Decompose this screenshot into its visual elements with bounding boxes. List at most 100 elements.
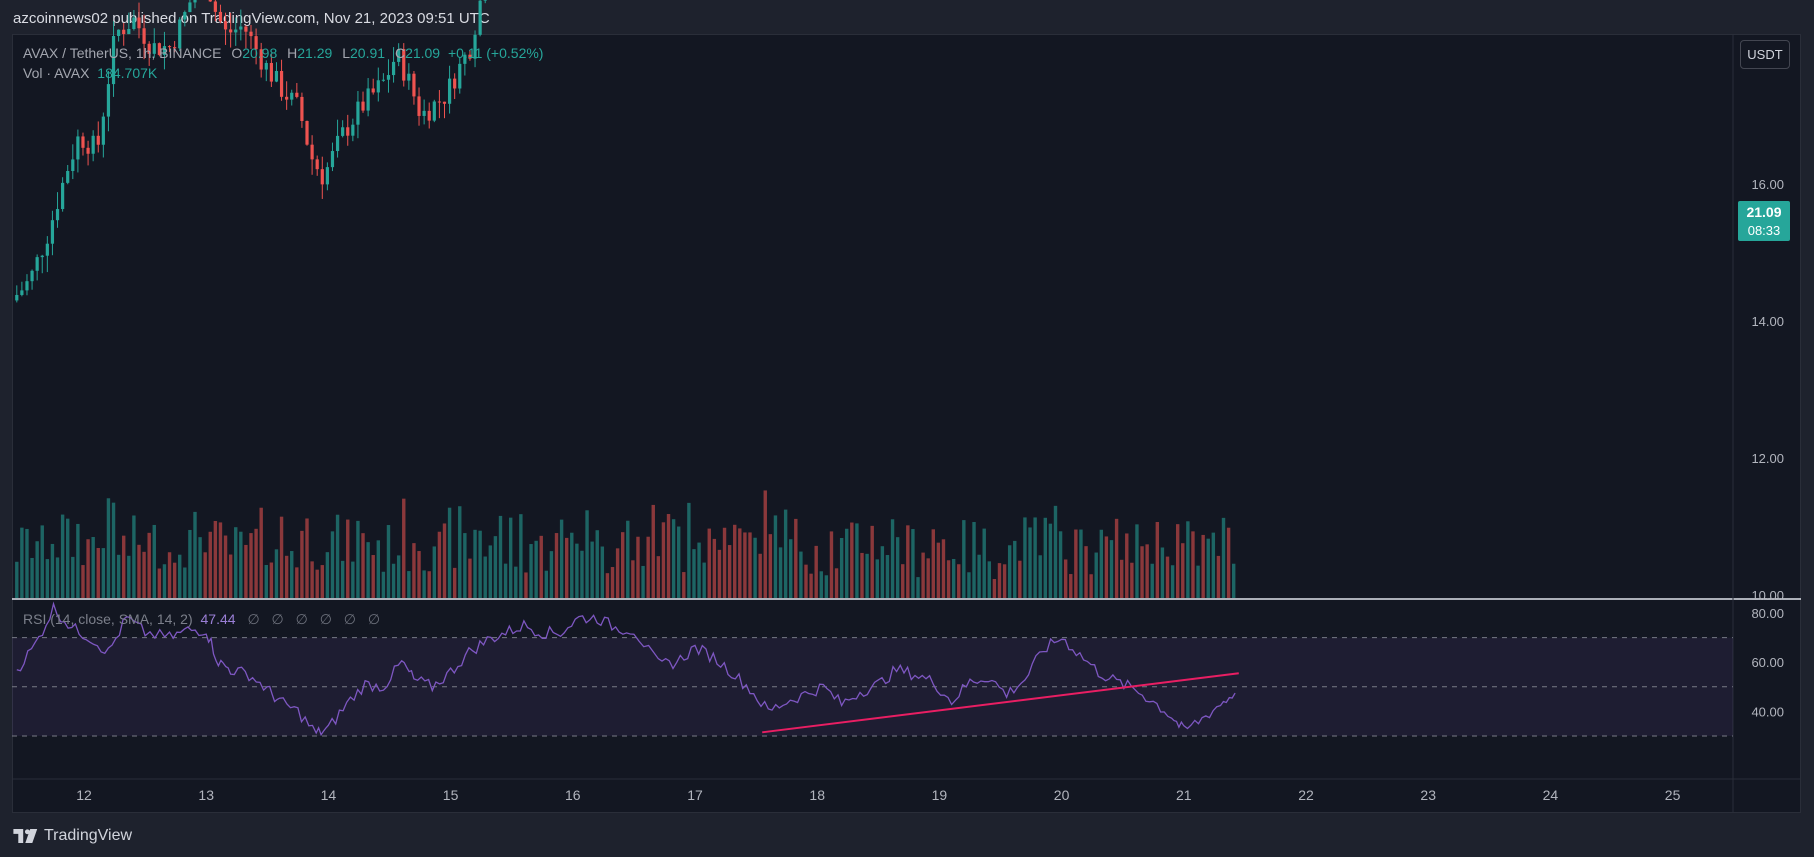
open-label: O bbox=[231, 45, 243, 61]
volume-bar bbox=[529, 544, 533, 598]
symbol-label[interactable]: AVAX / TetherUS, 1h, BINANCE bbox=[23, 45, 222, 61]
bar-countdown: 08:33 bbox=[1747, 223, 1781, 238]
volume-bar bbox=[111, 502, 116, 598]
candle-body bbox=[30, 270, 34, 282]
volume-bar bbox=[829, 531, 834, 598]
volume-bar bbox=[30, 557, 34, 598]
candle-body bbox=[376, 80, 380, 93]
volume-bar bbox=[656, 556, 661, 598]
volume-bar bbox=[116, 554, 121, 598]
candle-body bbox=[346, 127, 350, 136]
volume-bar bbox=[860, 552, 864, 598]
volume-bar bbox=[1216, 555, 1221, 598]
candle-body bbox=[223, 21, 228, 30]
volume-bar bbox=[1150, 563, 1154, 598]
volume-bar bbox=[127, 555, 131, 598]
candle-body bbox=[325, 167, 329, 185]
candle-body bbox=[269, 62, 273, 82]
volume-bar bbox=[335, 514, 340, 598]
volume-bar bbox=[661, 522, 666, 598]
candle-body bbox=[432, 101, 436, 121]
candle-body bbox=[15, 294, 19, 301]
close-label: C bbox=[394, 45, 406, 61]
candle-body bbox=[25, 281, 29, 291]
x-tick-label: 16 bbox=[565, 787, 581, 803]
volume-bar bbox=[733, 524, 737, 598]
volume-bar bbox=[839, 537, 844, 598]
volume-bar bbox=[1018, 560, 1022, 598]
volume-bar bbox=[1089, 574, 1093, 598]
volume-bar bbox=[794, 518, 798, 598]
candle-body bbox=[447, 78, 452, 104]
last-price-badge: 21.09 08:33 bbox=[1738, 201, 1790, 241]
rsi-tick-label: 60.00 bbox=[1751, 655, 1784, 670]
volume-bar bbox=[1063, 559, 1068, 598]
brand[interactable]: TradingView bbox=[13, 827, 132, 845]
candle-body bbox=[213, 1, 217, 12]
volume-bar bbox=[81, 565, 85, 598]
y-tick-label: 16.00 bbox=[1751, 177, 1784, 192]
volume-bar bbox=[1221, 517, 1226, 598]
candle-body bbox=[422, 110, 426, 116]
volume-value: 184.707K bbox=[97, 65, 158, 81]
chart-canvas[interactable]: 24.0022.0020.0018.0016.0014.0012.0010.00… bbox=[0, 0, 1814, 815]
volume-bar bbox=[1079, 529, 1083, 598]
footer: TradingView bbox=[0, 815, 1814, 857]
candle-body bbox=[71, 159, 75, 172]
candle-body bbox=[208, 0, 212, 2]
volume-bar bbox=[244, 544, 248, 598]
volume-bar bbox=[50, 543, 55, 598]
volume-bar bbox=[468, 558, 472, 598]
x-tick-label: 20 bbox=[1054, 787, 1070, 803]
candle-body bbox=[402, 49, 406, 81]
x-tick-label: 25 bbox=[1665, 787, 1681, 803]
candle-body bbox=[259, 49, 263, 70]
open-value: 20.98 bbox=[242, 45, 278, 61]
volume-bar bbox=[870, 525, 874, 598]
volume-bar bbox=[152, 524, 156, 598]
volume-bar bbox=[845, 528, 849, 598]
volume-bar bbox=[962, 520, 966, 598]
candle-body bbox=[478, 0, 482, 35]
volume-bar bbox=[753, 537, 757, 598]
volume-bar bbox=[926, 558, 930, 598]
volume-bar bbox=[264, 564, 268, 598]
volume-bar bbox=[20, 527, 24, 598]
volume-bar bbox=[422, 570, 426, 598]
volume-bar bbox=[809, 573, 813, 598]
volume-bar bbox=[86, 539, 90, 598]
volume-bar bbox=[1043, 517, 1048, 598]
close-value: 21.09 bbox=[405, 45, 441, 61]
volume-bar bbox=[1145, 544, 1149, 598]
volume-bar bbox=[101, 548, 106, 598]
volume-bar bbox=[35, 541, 39, 598]
candle-body bbox=[330, 151, 335, 168]
rsi-label[interactable]: RSI (14, close, SMA, 14, 2) bbox=[23, 611, 193, 627]
currency-button[interactable]: USDT bbox=[1740, 40, 1790, 69]
volume-bar bbox=[213, 520, 218, 598]
volume-bar bbox=[941, 539, 946, 598]
volume-bar bbox=[636, 536, 640, 598]
candle-body bbox=[371, 88, 375, 93]
volume-bar bbox=[570, 532, 574, 598]
volume-bar bbox=[957, 564, 961, 598]
volume-bar bbox=[45, 559, 50, 598]
volume-bar bbox=[76, 523, 80, 598]
rsi-placeholders: ∅ ∅ ∅ ∅ ∅ ∅ bbox=[247, 611, 385, 627]
volume-bar bbox=[147, 532, 151, 598]
volume-bar bbox=[722, 527, 727, 598]
volume-label[interactable]: Vol · AVAX bbox=[23, 65, 90, 81]
volume-bar bbox=[437, 531, 442, 598]
volume-bar bbox=[773, 515, 778, 598]
chart-frame[interactable] bbox=[12, 34, 1801, 813]
volume-bar bbox=[712, 538, 717, 598]
volume-bar bbox=[60, 514, 65, 598]
rsi-tick-label: 80.00 bbox=[1751, 606, 1784, 621]
volume-bar bbox=[758, 553, 762, 598]
rsi-legend: RSI (14, close, SMA, 14, 2) 47.44 ∅ ∅ ∅ … bbox=[23, 611, 384, 628]
volume-bar bbox=[824, 575, 829, 598]
volume-bar bbox=[992, 579, 997, 598]
candle-body bbox=[407, 73, 411, 81]
x-tick-label: 17 bbox=[687, 787, 703, 803]
volume-bar bbox=[1114, 518, 1119, 598]
